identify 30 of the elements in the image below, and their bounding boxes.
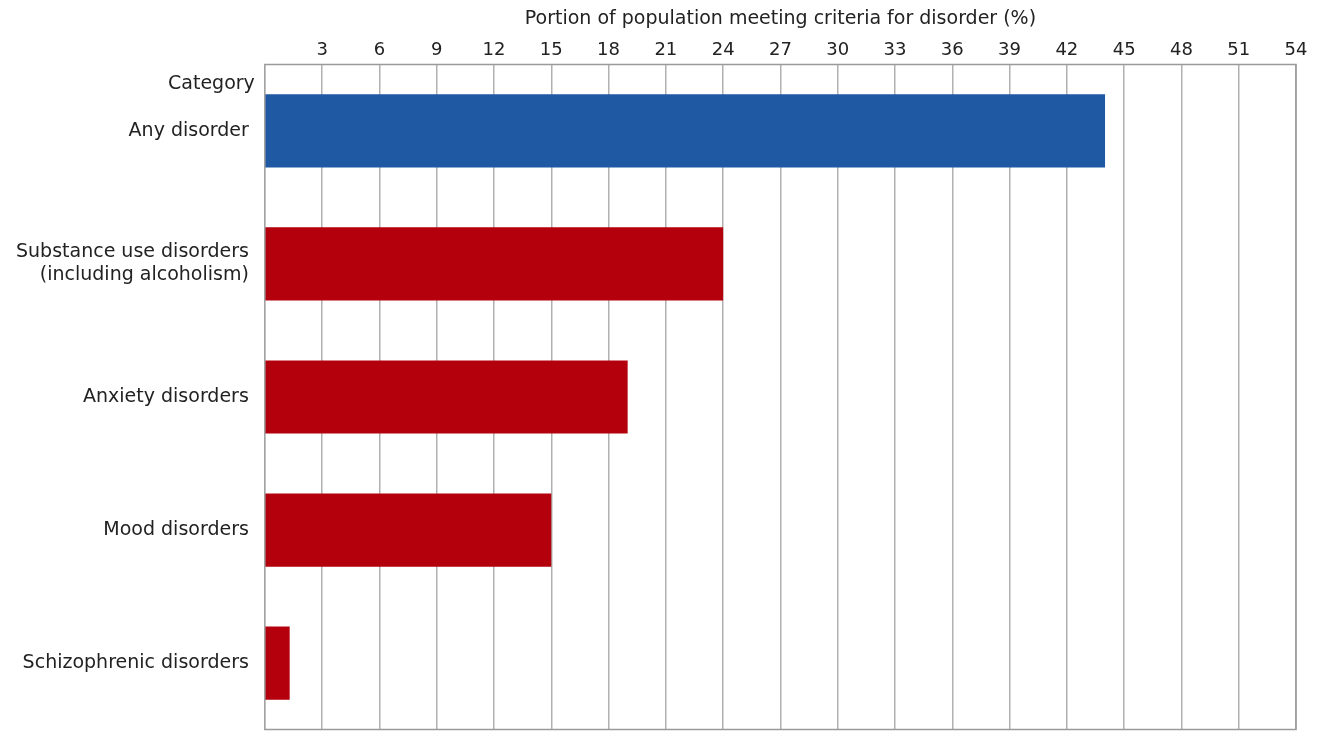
x-tick-label: 18 (597, 38, 621, 60)
y-tick-label: Any disorder (128, 117, 250, 140)
x-tick-label: 24 (711, 38, 735, 60)
text: Category (168, 71, 255, 94)
bar (264, 626, 290, 700)
y-tick-label: Mood disorders (103, 516, 249, 539)
x-tick-label: 45 (1112, 38, 1136, 60)
x-tick-label: 42 (1055, 38, 1079, 60)
x-tick-label: 6 (373, 38, 386, 60)
y-tick-label: Substance use disorders (including alcoholism) (16, 239, 249, 285)
x-tick-label: 48 (1169, 38, 1193, 60)
x-axis-title: Portion of population meeting criteria for disorder (%) (524, 6, 1037, 29)
x-tick-label: 39 (998, 38, 1022, 60)
y-tick-label: Schizophrenic disorders (22, 650, 249, 673)
x-tick-label: 3 (316, 38, 328, 60)
x-tick-label: 9 (430, 38, 443, 60)
x-tick-label: 12 (482, 38, 506, 60)
x-tick-label: 21 (654, 38, 678, 60)
x-tick-label: 15 (539, 38, 563, 60)
bar (264, 227, 724, 301)
y-tick-label: Anxiety disorders (83, 383, 249, 406)
x-tick-label: 51 (1227, 38, 1251, 60)
x-tick-label: 33 (883, 38, 907, 60)
x-tick-label: 30 (826, 38, 850, 60)
bar (264, 360, 628, 434)
x-tick-label: 54 (1284, 38, 1308, 60)
bar (264, 493, 552, 567)
x-tick-label: 27 (768, 38, 792, 60)
bar (264, 94, 1106, 168)
x-tick-label: 36 (940, 38, 964, 60)
